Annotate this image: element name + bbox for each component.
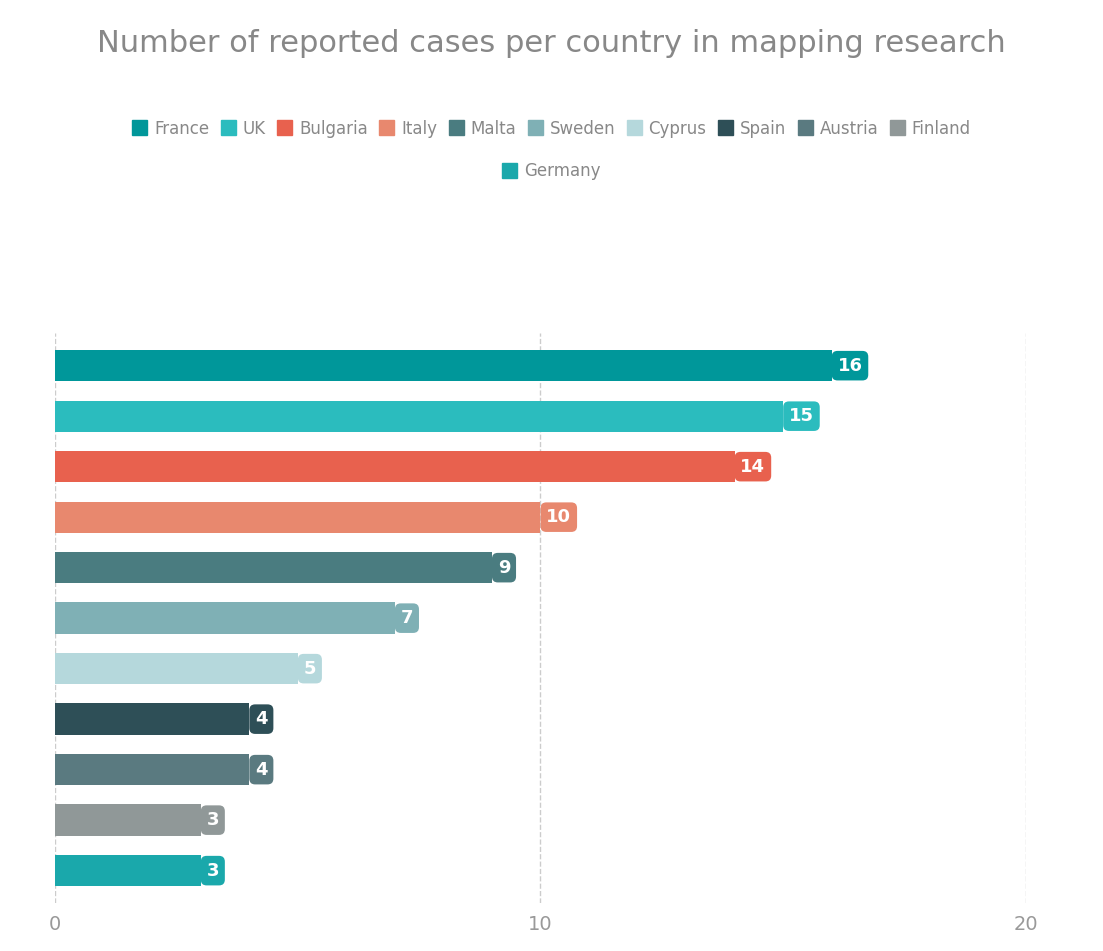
Bar: [55, 501, 540, 533]
Bar: [55, 653, 298, 685]
Bar: [55, 754, 249, 786]
Text: 7: 7: [400, 610, 414, 627]
Bar: [55, 855, 201, 886]
Text: 3: 3: [206, 862, 219, 880]
Text: 3: 3: [206, 811, 219, 829]
Text: 4: 4: [255, 761, 268, 779]
Bar: [55, 704, 249, 735]
Text: 10: 10: [546, 508, 571, 526]
Text: 14: 14: [740, 457, 765, 476]
Bar: [55, 603, 395, 633]
Bar: [55, 805, 201, 836]
Text: 4: 4: [255, 710, 268, 728]
Text: 16: 16: [837, 357, 863, 375]
Bar: [55, 451, 735, 482]
Legend: France, UK, Bulgaria, Italy, Malta, Sweden, Cyprus, Spain, Austria, Finland: France, UK, Bulgaria, Italy, Malta, Swed…: [126, 113, 977, 145]
Text: Number of reported cases per country in mapping research: Number of reported cases per country in …: [97, 29, 1006, 57]
Text: 15: 15: [789, 407, 814, 425]
Text: 5: 5: [303, 660, 317, 678]
Text: 9: 9: [497, 558, 511, 576]
Bar: [55, 552, 492, 583]
Bar: [55, 400, 783, 432]
Bar: [55, 350, 832, 381]
Legend: Germany: Germany: [495, 156, 608, 187]
